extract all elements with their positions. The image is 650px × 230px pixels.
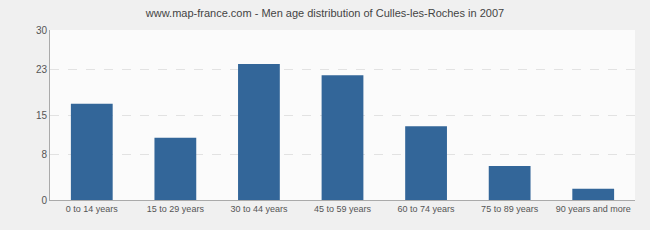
svg-text:45 to 59 years: 45 to 59 years: [314, 204, 372, 214]
svg-text:75 to 89 years: 75 to 89 years: [481, 204, 539, 214]
svg-text:www.map-france.com - Men age d: www.map-france.com - Men age distributio…: [145, 7, 504, 19]
svg-text:0: 0: [41, 195, 47, 206]
svg-text:8: 8: [41, 149, 47, 160]
svg-text:23: 23: [36, 64, 48, 75]
svg-text:30: 30: [36, 25, 48, 36]
svg-text:15 to 29 years: 15 to 29 years: [147, 204, 205, 214]
svg-text:15: 15: [36, 110, 48, 121]
svg-text:90 years and more: 90 years and more: [556, 204, 631, 214]
svg-text:0 to 14 years: 0 to 14 years: [66, 204, 119, 214]
svg-text:30 to 44 years: 30 to 44 years: [230, 204, 288, 214]
svg-text:60 to 74 years: 60 to 74 years: [398, 204, 456, 214]
